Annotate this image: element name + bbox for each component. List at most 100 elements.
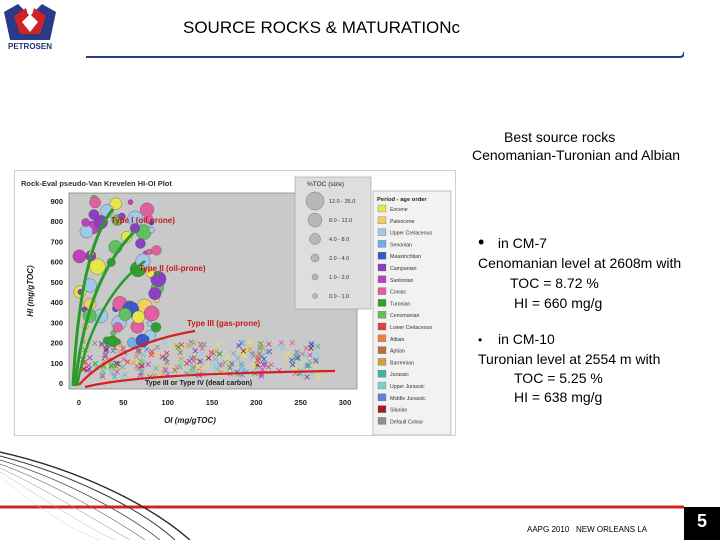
- scatter-mark: [98, 342, 105, 349]
- toc-legend-label: 1.0 - 2.0: [329, 275, 349, 281]
- scatter-mark: [212, 363, 219, 370]
- period-legend-items: Eocene Paleocene Upper Cretaceous Senonian M…: [377, 204, 433, 425]
- petrosen-logo: [4, 4, 56, 40]
- scatter-mark: [240, 348, 247, 354]
- x-tick-label: 0: [77, 398, 81, 407]
- scatter-bubble: [135, 238, 146, 249]
- scatter-mark: [246, 339, 253, 345]
- scatter-mark: [162, 355, 169, 361]
- period-legend-label: Cenomanian: [390, 313, 420, 319]
- scatter-mark: [276, 343, 282, 350]
- scatter-mark: [209, 362, 215, 368]
- type2-curve-b: [75, 260, 146, 387]
- period-legend-label: Upper Jurassic: [390, 384, 425, 390]
- scatter-mark: [303, 345, 309, 351]
- scatter-mark: [192, 348, 198, 354]
- best-source-rocks-text: Best source rocks Cenomanian-Turonian an…: [472, 128, 717, 164]
- scatter-mark: [259, 353, 265, 359]
- scatter-bubble: [148, 287, 162, 300]
- cm10-hi: HI = 638 mg/g: [514, 389, 603, 405]
- scatter-mark: [279, 345, 286, 351]
- scatter-mark: [240, 340, 246, 347]
- scatter-bubble: [79, 224, 93, 239]
- period-swatch: [377, 346, 387, 354]
- scatter-bubble: [139, 202, 155, 217]
- scatter-mark: [222, 359, 229, 366]
- type1-curve: [71, 208, 115, 387]
- scatter-mark: [124, 359, 131, 365]
- scatter-mark: [300, 373, 306, 379]
- scatter-mark: [199, 345, 205, 351]
- scatter-mark: [278, 339, 285, 346]
- scatter-mark: [184, 360, 190, 367]
- y-axis-ticks: 0 100 200 300 400 500 600 700 800 900: [50, 197, 63, 388]
- scatter-mark: [266, 348, 272, 355]
- scatter-bubble: [127, 337, 138, 348]
- scatter-mark: [304, 374, 310, 380]
- scatter-mark: [140, 351, 147, 358]
- scatter-bubble: [88, 209, 100, 221]
- well-cm7-block: • in CM-7 Cenomanian level at 2608m with…: [478, 232, 718, 313]
- summary-line-2: Cenomanian-Turonian and Albian: [472, 147, 681, 163]
- period-legend-label: Eocene: [390, 207, 408, 213]
- period-swatch: [377, 417, 387, 425]
- scatter-mark: [208, 349, 214, 356]
- scatter-mark: [306, 358, 313, 364]
- scatter-bubble: [151, 245, 162, 256]
- scatter-mark: [96, 359, 102, 365]
- period-legend-label: Coniac: [390, 290, 407, 296]
- x-tick-label: 50: [119, 398, 127, 407]
- period-swatch: [377, 322, 387, 331]
- toc-size-icon: [305, 191, 325, 211]
- scatter-bubble: [148, 226, 155, 234]
- scatter-mark: [257, 341, 264, 348]
- scatter-mark: [289, 361, 296, 368]
- cm7-level: Cenomanian level at 2608m with: [478, 255, 682, 271]
- x-tick-label: 250: [294, 398, 307, 407]
- y-tick-label: 200: [50, 339, 63, 348]
- period-swatch: [377, 240, 387, 248]
- period-legend-label: Paleocene: [390, 219, 415, 225]
- toc-size-icon: [312, 293, 318, 299]
- type2-label: Type II (oil-prone): [139, 264, 206, 273]
- x-tick-label: 300: [339, 398, 352, 407]
- y-tick-label: 500: [50, 278, 63, 287]
- x-tick-label: 200: [250, 398, 263, 407]
- scatter-mark: [106, 362, 113, 368]
- period-legend-label: Middle Jurassic: [390, 396, 426, 402]
- toc-legend-items: 12.0 - 35.0 8.0 - 12.0 4.0 - 8.0 2.0 - 4.0 1…: [305, 191, 355, 300]
- y-tick-label: 900: [50, 197, 63, 206]
- cm10-title-text: in CM-10: [498, 331, 555, 347]
- scatter-bubble: [155, 271, 160, 277]
- x-axis-label: OI (mg/gTOC): [164, 416, 216, 425]
- scatter-mark: [284, 358, 290, 364]
- scatter-mark: [135, 347, 141, 354]
- scatter-mark: [200, 359, 207, 365]
- period-legend-label: Silurian: [390, 408, 407, 414]
- scatter-mark: [292, 354, 299, 360]
- period-swatch: [377, 311, 387, 319]
- cm10-title: • in CM-10: [478, 330, 718, 350]
- x-tick-label: 150: [206, 398, 219, 407]
- scatter-mark: [261, 356, 267, 362]
- type4-curve: [84, 369, 336, 389]
- period-legend-label: Jurassic: [390, 372, 409, 378]
- scatter-bubble: [112, 322, 123, 333]
- scatter-mark: [145, 361, 151, 368]
- type2-curve-a: [73, 229, 137, 387]
- scatter-mark: [255, 355, 262, 361]
- scatter-mark: [154, 344, 160, 350]
- scatter-mark: [265, 364, 272, 370]
- scatter-mark: [120, 345, 126, 352]
- y-tick-label: 300: [50, 318, 63, 327]
- scatter-mark: [137, 368, 143, 374]
- cm7-toc: TOC = 8.72 %: [510, 275, 599, 291]
- scatter-mark: [159, 354, 165, 360]
- toc-legend: [294, 176, 372, 310]
- toc-size-icon: [310, 253, 320, 263]
- scatter-mark: [313, 357, 320, 363]
- toc-legend-label: 0.0 - 1.0: [329, 294, 349, 300]
- period-legend-label: Turonian: [390, 301, 410, 307]
- slide-title: SOURCE ROCKS & MATURATIONc: [183, 18, 461, 37]
- scatter-mark: [260, 345, 266, 352]
